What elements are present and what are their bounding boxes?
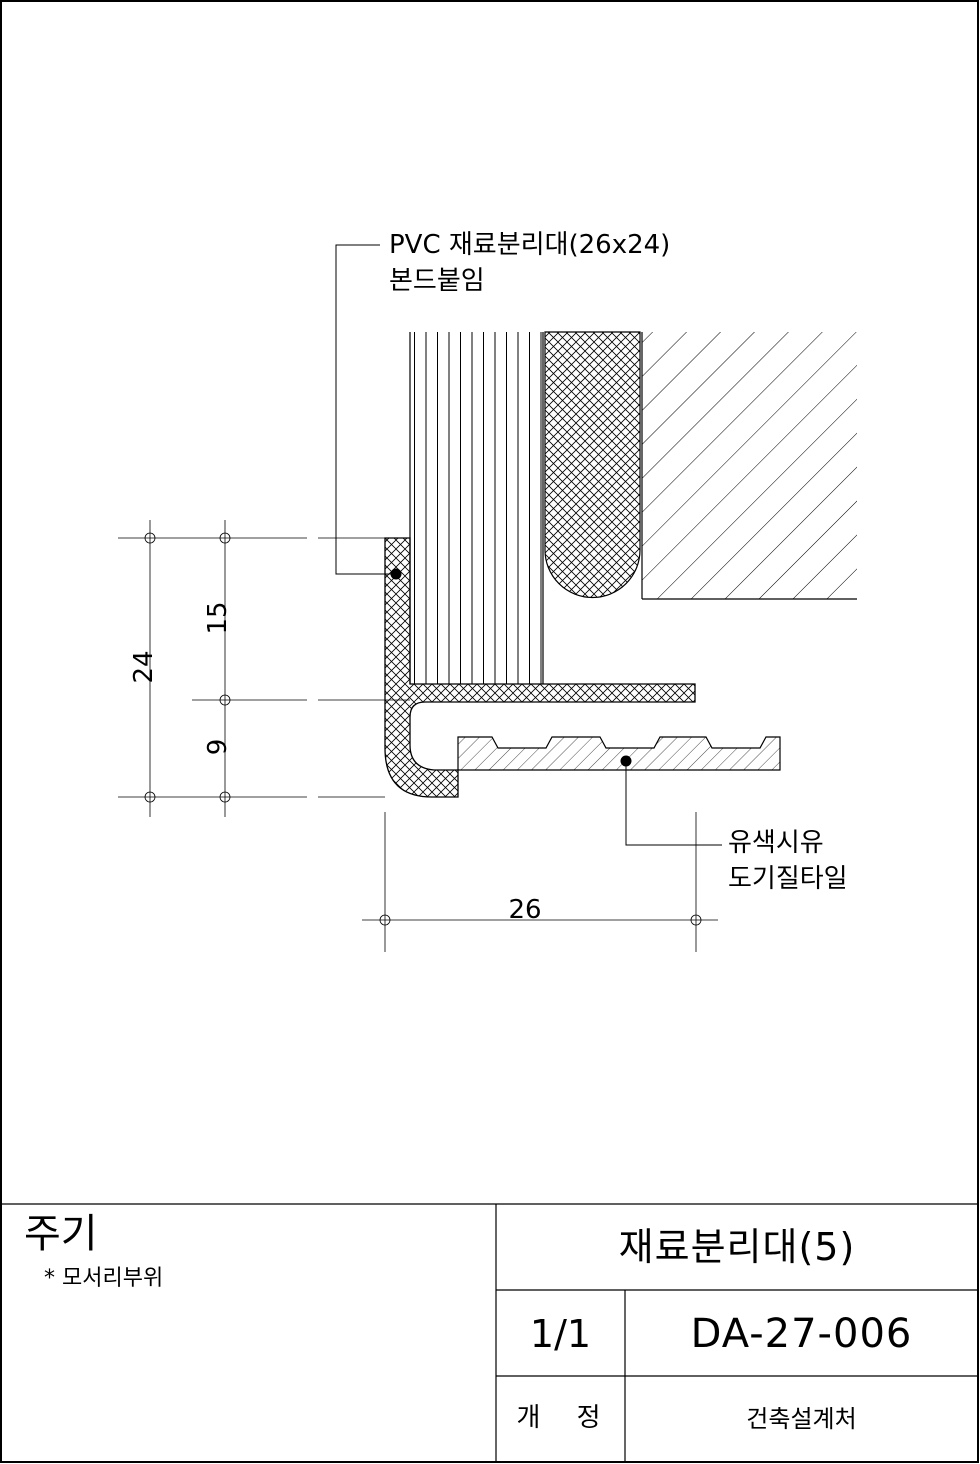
sheet-number: 1/1 bbox=[529, 1312, 592, 1356]
leader-tile bbox=[620, 755, 722, 846]
tile-label-line2: 도기질타일 bbox=[728, 864, 848, 894]
dimension-horizontal bbox=[362, 812, 718, 952]
drawing-code: DA-27-006 bbox=[690, 1311, 913, 1357]
dim-upper-height: 15 bbox=[203, 601, 233, 635]
drawing-title: 재료분리대(5) bbox=[618, 1225, 856, 1269]
notes-item: * 모서리부위 bbox=[44, 1266, 164, 1291]
ceramic-tile bbox=[457, 736, 781, 771]
notes-title: 주기 bbox=[24, 1211, 98, 1257]
wall-finish bbox=[409, 332, 544, 684]
leader-pvc bbox=[335, 244, 402, 580]
revision-label: 개 정 bbox=[516, 1403, 615, 1433]
dim-lower-height: 9 bbox=[203, 738, 233, 756]
company-name: 건축설계처 bbox=[746, 1405, 857, 1433]
rounded-insulation bbox=[544, 331, 641, 599]
dim-width: 26 bbox=[508, 895, 542, 925]
pvc-label-line1: PVC 재료분리대(26x24) bbox=[389, 230, 671, 260]
dimension-vertical bbox=[118, 520, 410, 817]
structure-block bbox=[641, 332, 857, 600]
pvc-separator-profile bbox=[384, 537, 696, 798]
pvc-label-line2: 본드붙임 bbox=[389, 266, 485, 296]
tile-label-line1: 유색시유 bbox=[728, 828, 824, 858]
dim-overall-height: 24 bbox=[129, 650, 159, 684]
title-block-grid bbox=[1, 1203, 978, 1462]
